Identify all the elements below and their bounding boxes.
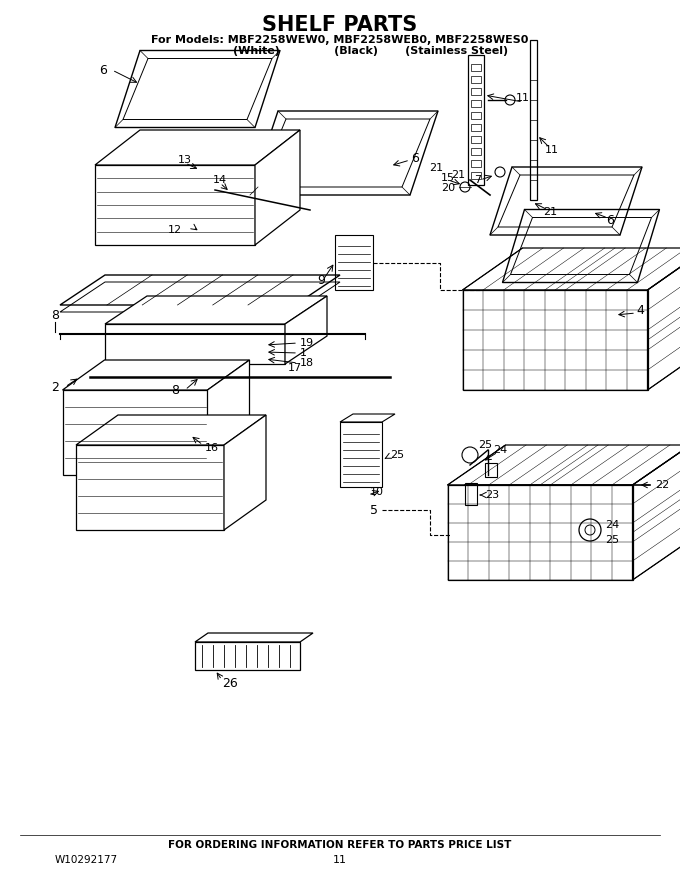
- Bar: [471, 148, 481, 155]
- Text: 7: 7: [475, 175, 481, 185]
- Polygon shape: [105, 296, 327, 324]
- Polygon shape: [76, 445, 224, 530]
- Text: 21: 21: [543, 207, 557, 217]
- Polygon shape: [63, 390, 207, 475]
- Bar: [471, 76, 481, 83]
- Text: For Models: MBF2258WEW0, MBF2258WEB0, MBF2258WES0: For Models: MBF2258WEW0, MBF2258WEB0, MB…: [152, 35, 528, 45]
- Polygon shape: [105, 324, 285, 364]
- Text: 25: 25: [478, 440, 492, 450]
- Text: 6: 6: [606, 214, 614, 226]
- Bar: [471, 136, 481, 143]
- Text: (White)              (Black)       (Stainless Steel): (White) (Black) (Stainless Steel): [171, 46, 509, 56]
- Polygon shape: [95, 130, 300, 165]
- Text: SHELF PARTS: SHELF PARTS: [262, 15, 418, 35]
- Text: 6: 6: [411, 151, 419, 165]
- Text: 22: 22: [655, 480, 669, 490]
- Text: 20: 20: [441, 183, 455, 193]
- Bar: [471, 88, 481, 95]
- Text: 25: 25: [605, 535, 619, 545]
- Bar: [471, 64, 481, 71]
- Bar: [465, 483, 477, 505]
- Bar: [471, 112, 481, 119]
- Polygon shape: [76, 415, 266, 445]
- Text: 5: 5: [370, 503, 378, 517]
- Text: 10: 10: [370, 487, 384, 497]
- Bar: [530, 40, 537, 200]
- Bar: [471, 160, 481, 167]
- Text: 13: 13: [178, 155, 192, 165]
- Polygon shape: [95, 165, 255, 245]
- Bar: [471, 100, 481, 107]
- Text: 11: 11: [333, 855, 347, 865]
- Text: 8: 8: [51, 309, 59, 321]
- Text: 24: 24: [605, 520, 619, 530]
- Text: 8: 8: [171, 384, 179, 397]
- Text: 26: 26: [222, 677, 238, 690]
- Text: 1: 1: [300, 348, 307, 358]
- Polygon shape: [255, 130, 300, 245]
- Text: 12: 12: [168, 225, 182, 235]
- Text: 17: 17: [288, 363, 302, 373]
- Text: 21: 21: [429, 163, 443, 173]
- Polygon shape: [60, 275, 340, 305]
- Text: 11: 11: [545, 145, 559, 155]
- Polygon shape: [63, 360, 250, 390]
- Text: FOR ORDERING INFORMATION REFER TO PARTS PRICE LIST: FOR ORDERING INFORMATION REFER TO PARTS …: [169, 840, 511, 850]
- Bar: [195, 642, 300, 670]
- Polygon shape: [285, 296, 327, 364]
- Text: 4: 4: [636, 304, 644, 317]
- Text: 16: 16: [205, 443, 219, 453]
- Polygon shape: [224, 415, 266, 530]
- Text: 2: 2: [51, 380, 59, 393]
- Text: 25: 25: [390, 450, 404, 460]
- Bar: [335, 235, 373, 290]
- Text: 18: 18: [300, 358, 314, 368]
- Text: 21: 21: [451, 170, 465, 180]
- Text: 14: 14: [213, 175, 227, 185]
- Text: 9: 9: [317, 274, 325, 287]
- Text: 6: 6: [99, 63, 107, 77]
- Polygon shape: [207, 360, 250, 475]
- Bar: [468, 55, 484, 185]
- Text: 11: 11: [516, 93, 530, 103]
- Bar: [340, 422, 382, 487]
- Text: 23: 23: [485, 490, 499, 500]
- Bar: [471, 124, 481, 131]
- Text: 24: 24: [493, 445, 507, 455]
- Text: 19: 19: [300, 338, 314, 348]
- Bar: [471, 172, 481, 179]
- Text: W10292177: W10292177: [55, 855, 118, 865]
- Text: 15: 15: [441, 173, 455, 183]
- Bar: [485, 463, 497, 477]
